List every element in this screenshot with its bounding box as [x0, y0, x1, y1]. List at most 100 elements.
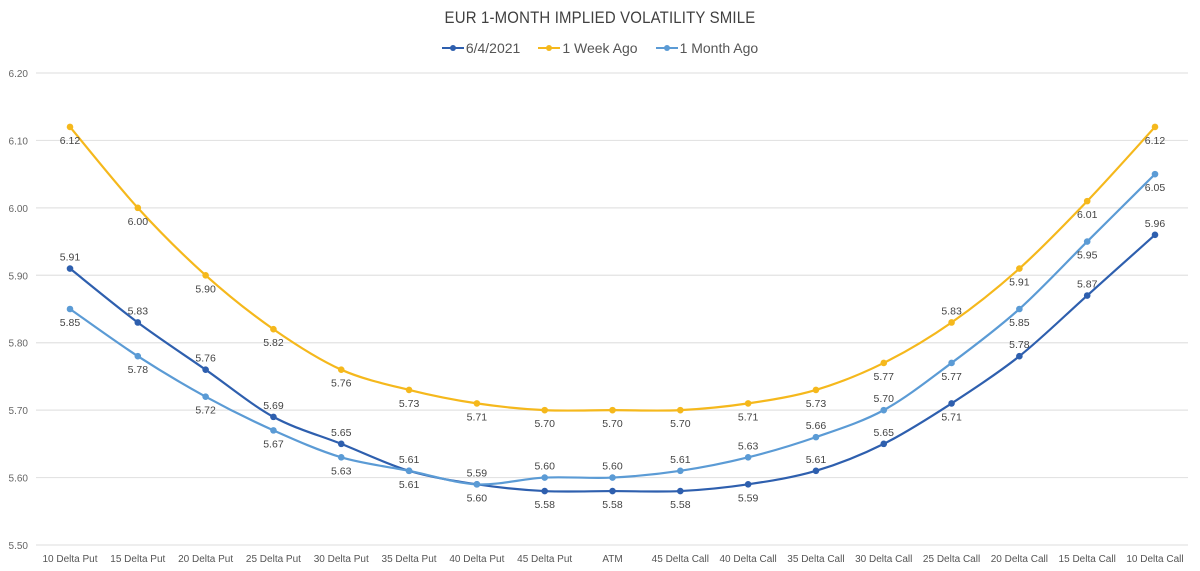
x-tick-label: 20 Delta Call	[991, 554, 1048, 565]
data-label: 5.63	[738, 440, 759, 452]
data-label: 5.71	[738, 411, 759, 423]
data-point	[1083, 238, 1091, 245]
data-point	[270, 325, 277, 333]
data-point	[541, 406, 548, 414]
data-label: 5.78	[128, 364, 149, 376]
x-tick-label: ATM	[602, 554, 622, 565]
data-label: 5.70	[534, 418, 555, 430]
data-point	[1151, 123, 1159, 131]
legend-swatch-icon	[655, 43, 678, 53]
legend-item-1-week-ago[interactable]: 1 Week Ago	[538, 40, 638, 56]
data-label: 5.60	[534, 461, 555, 473]
data-point	[880, 406, 888, 414]
x-tick-label: 20 Delta Put	[178, 554, 233, 565]
x-tick-label: 15 Delta Put	[110, 554, 165, 565]
x-tick-label: 25 Delta Call	[923, 554, 980, 565]
x-tick-label: 15 Delta Call	[1059, 554, 1116, 565]
data-point	[812, 433, 820, 441]
x-tick-label: 45 Delta Call	[652, 554, 709, 565]
x-tick-label: 40 Delta Put	[449, 554, 504, 565]
y-tick-label: 6.10	[9, 136, 29, 147]
y-tick-label: 5.80	[9, 339, 29, 350]
data-point	[744, 481, 752, 488]
legend-item-6-4-2021[interactable]: 6/4/2021	[441, 40, 520, 56]
data-point	[405, 467, 413, 475]
data-label: 5.73	[806, 398, 827, 410]
x-tick-label: 30 Delta Put	[314, 554, 369, 565]
series-line-6-4-2021	[69, 234, 1156, 493]
data-label: 5.71	[467, 411, 488, 423]
data-point	[948, 319, 955, 326]
data-point	[337, 440, 345, 448]
data-point	[744, 400, 752, 407]
data-label: 5.67	[263, 438, 284, 450]
legend-swatch-icon	[441, 43, 464, 53]
data-point	[812, 467, 820, 475]
data-point	[134, 352, 142, 360]
y-tick-label: 6.00	[9, 204, 29, 215]
x-tick-label: 45 Delta Put	[517, 554, 572, 565]
data-point	[677, 487, 684, 495]
data-label: 6.12	[60, 135, 81, 147]
data-label: 5.58	[670, 499, 691, 511]
data-label: 5.59	[738, 492, 759, 504]
data-point	[134, 319, 142, 326]
data-label: 6.00	[128, 216, 149, 228]
data-point	[270, 413, 277, 421]
data-point	[880, 359, 888, 367]
data-label: 5.70	[602, 418, 623, 430]
data-point	[473, 481, 481, 488]
data-label: 5.63	[331, 465, 352, 477]
data-point	[337, 366, 345, 373]
data-point	[1016, 265, 1023, 272]
data-label: 5.76	[331, 378, 352, 390]
legend-swatch-icon	[538, 43, 561, 53]
y-tick-label: 5.70	[9, 406, 29, 417]
data-point	[202, 393, 209, 400]
data-point	[744, 454, 752, 461]
data-point	[66, 123, 74, 131]
data-label: 5.70	[874, 393, 895, 405]
data-point	[202, 366, 209, 373]
data-point	[134, 204, 142, 212]
data-point	[1016, 352, 1023, 360]
data-label: 5.78	[1009, 339, 1030, 351]
data-point	[541, 487, 548, 495]
data-label: 5.58	[602, 499, 623, 511]
data-point	[609, 474, 616, 481]
data-label: 5.96	[1145, 218, 1166, 230]
data-point	[202, 271, 209, 279]
data-label: 5.95	[1077, 250, 1098, 262]
data-point	[1016, 305, 1023, 313]
data-label: 5.82	[263, 337, 284, 349]
data-label: 5.66	[806, 420, 827, 432]
x-tick-label: 10 Delta Put	[42, 554, 97, 565]
y-tick-label: 5.90	[9, 271, 29, 282]
data-point	[677, 467, 684, 475]
legend-label: 1 Week Ago	[562, 40, 638, 56]
data-label: 5.87	[1077, 279, 1098, 291]
legend: 6/4/2021 1 Week Ago 1 Month Ago	[0, 40, 1200, 56]
y-tick-label: 6.20	[9, 69, 29, 80]
data-label: 5.61	[399, 454, 420, 466]
data-label: 5.85	[60, 317, 81, 329]
data-point	[609, 487, 616, 495]
data-point	[1083, 292, 1091, 299]
x-tick-label: 30 Delta Call	[855, 554, 912, 565]
data-label: 5.61	[399, 479, 420, 491]
data-point	[609, 406, 616, 414]
data-label: 5.65	[874, 427, 895, 439]
data-label: 5.60	[602, 461, 623, 473]
data-point	[880, 440, 888, 448]
data-label: 5.70	[670, 418, 691, 430]
data-point	[337, 454, 345, 461]
data-label: 5.91	[1009, 277, 1030, 289]
data-label: 5.61	[806, 454, 827, 466]
data-point	[541, 474, 548, 481]
legend-item-1-month-ago[interactable]: 1 Month Ago	[655, 40, 758, 56]
data-label: 6.01	[1077, 209, 1098, 221]
data-label: 5.58	[534, 499, 555, 511]
data-point	[812, 386, 820, 394]
